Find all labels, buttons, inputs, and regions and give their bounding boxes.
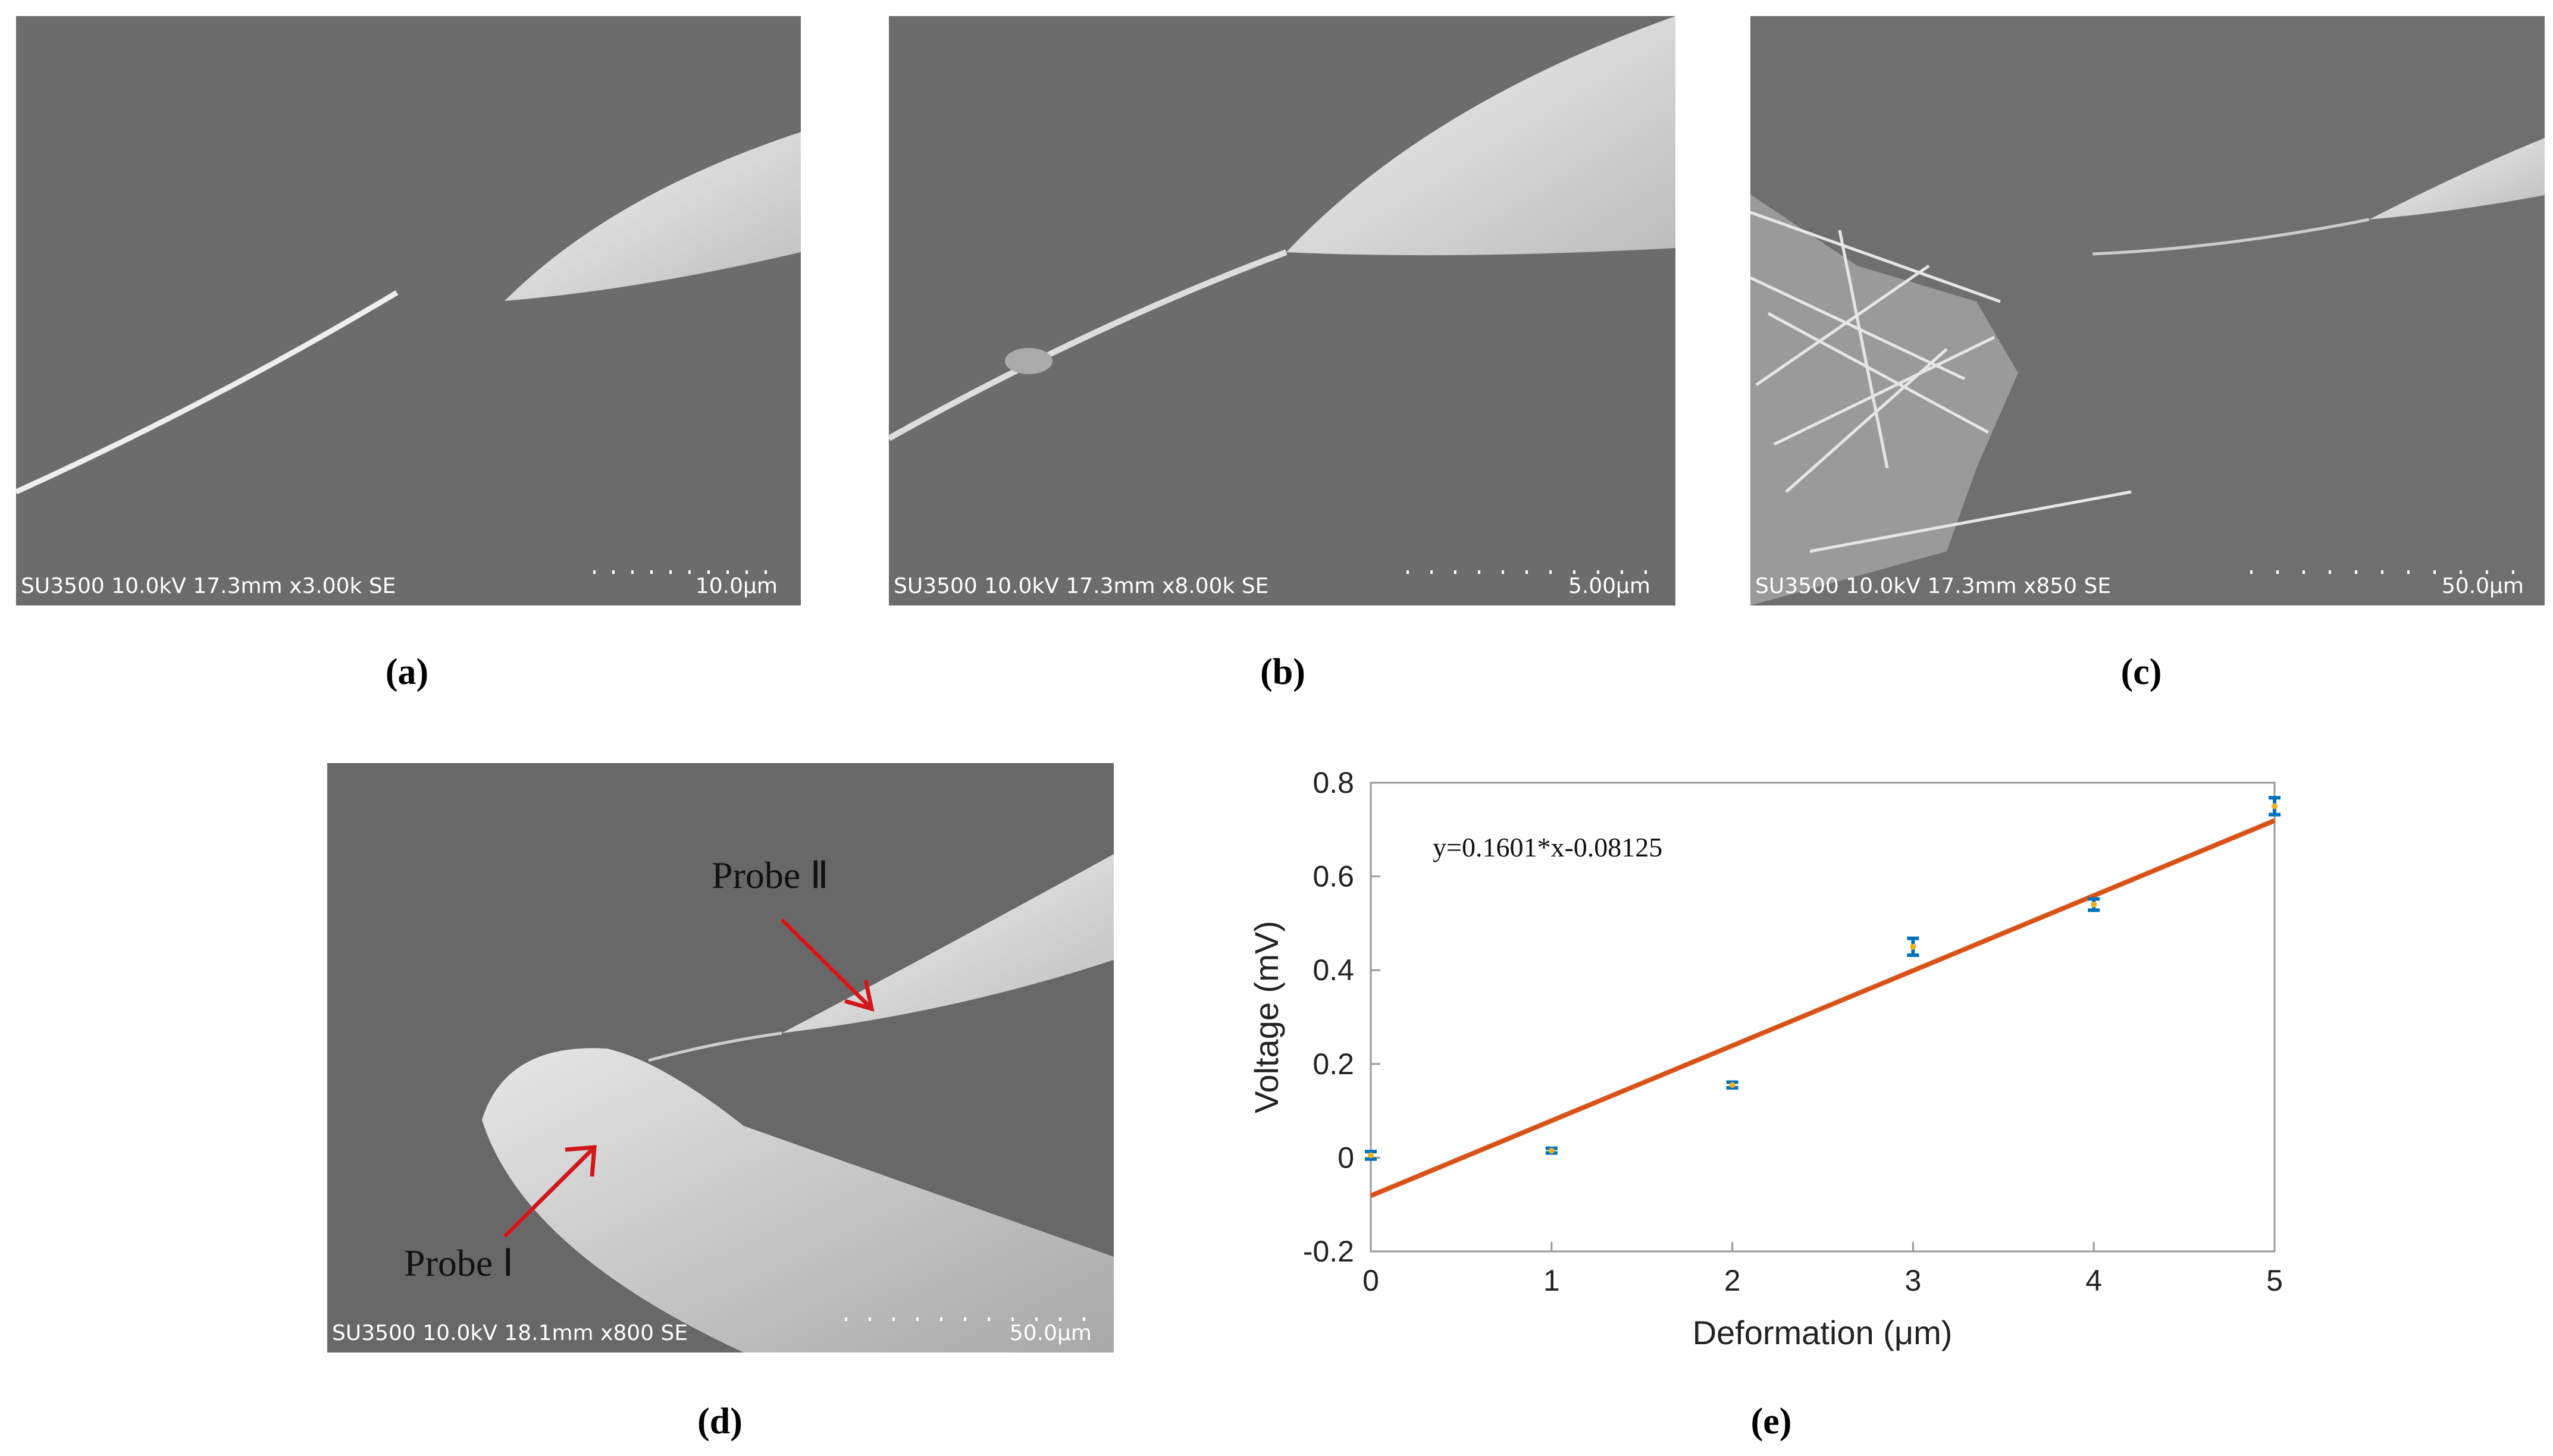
equation: y=0.1601*x-0.08125 — [1433, 832, 1662, 862]
sem-info: SU3500 10.0kV 18.1mm x800 SE — [332, 1321, 688, 1345]
annotation: Probe Ⅱ — [712, 854, 829, 896]
x-tick-label: 3 — [1904, 1264, 1921, 1297]
fit-line — [1370, 818, 2276, 1198]
point — [2091, 901, 2097, 908]
x-tick-label: 2 — [1724, 1264, 1741, 1297]
y-tick-label: -0.2 — [1303, 1235, 1354, 1268]
x-axis-label: Deformation (μm) — [1693, 1314, 1953, 1351]
x-tick-label: 5 — [2266, 1264, 2283, 1297]
x-tick-label: 1 — [1543, 1264, 1560, 1297]
panel-label: (a) — [386, 652, 428, 692]
annotation: Probe Ⅰ — [404, 1242, 513, 1284]
sem-info: SU3500 10.0kV 17.3mm x3.00k SE — [21, 574, 396, 598]
sem-image: Probe Ⅱ Probe Ⅰ SU3500 10.0kV 18.1mm x80… — [327, 763, 1114, 1353]
y-tick-label: 0.4 — [1312, 953, 1354, 987]
y-tick-label: 0.2 — [1312, 1047, 1354, 1081]
sem-info: SU3500 10.0kV 17.3mm x850 SE — [1755, 574, 2111, 598]
panel-label: (c) — [2121, 652, 2162, 692]
x-tick-label: 4 — [2085, 1264, 2102, 1297]
panel-label: (d) — [697, 1401, 743, 1442]
point — [1729, 1082, 1736, 1088]
sem-image: SU3500 10.0kV 17.3mm x3.00k SE 10.0μm — [15, 16, 801, 605]
scale-label: 50.0μm — [1010, 1321, 1092, 1345]
sem-info: SU3500 10.0kV 17.3mm x8.00k SE — [894, 574, 1268, 598]
y-tick-label: 0.8 — [1312, 766, 1354, 799]
sem-image: SU3500 10.0kV 17.3mm x850 SE 50.0μm — [1749, 16, 2545, 605]
point — [2272, 803, 2278, 809]
plot-frame — [1370, 782, 2276, 1253]
panel-label: (b) — [1260, 652, 1305, 692]
y-axis-label: Voltage (mV) — [1248, 921, 1285, 1113]
y-tick-label: 0 — [1337, 1141, 1354, 1174]
scale-label: 50.0μm — [2442, 574, 2524, 598]
point — [1910, 943, 1916, 950]
point — [1368, 1152, 1374, 1159]
scale-label: 5.00μm — [1568, 574, 1650, 598]
scale-label: 10.0μm — [696, 574, 778, 598]
point — [1548, 1147, 1555, 1154]
y-tick-label: 0.6 — [1312, 860, 1354, 893]
panel-label: (e) — [1751, 1401, 1792, 1442]
x-tick-label: 0 — [1362, 1264, 1379, 1297]
sem-image: SU3500 10.0kV 17.3mm x8.00k SE 5.00μm — [887, 16, 1675, 605]
